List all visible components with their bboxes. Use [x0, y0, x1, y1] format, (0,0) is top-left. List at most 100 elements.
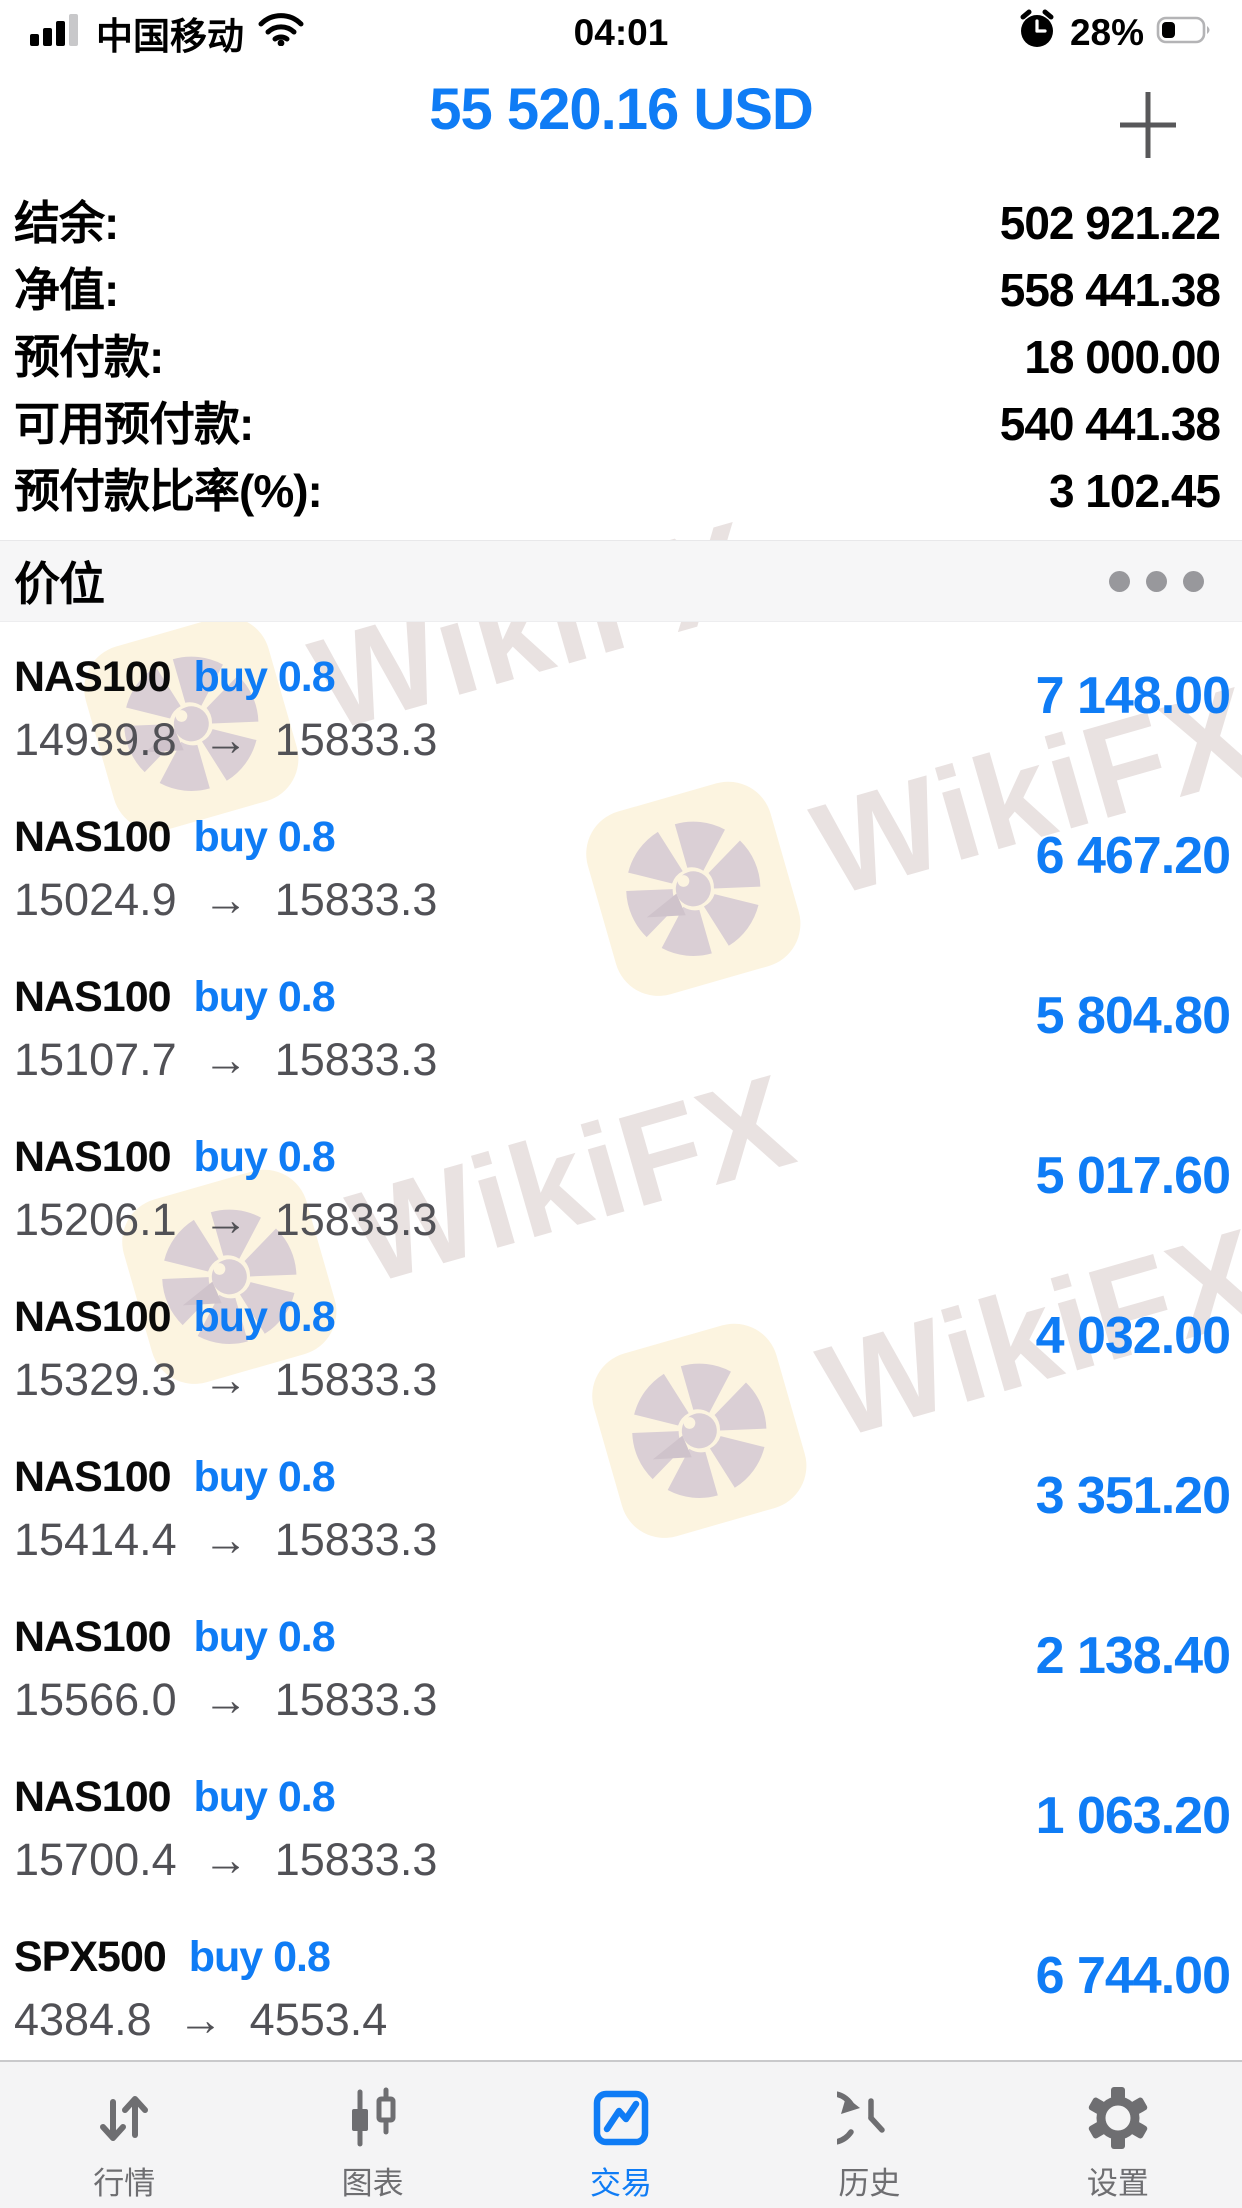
position-current-price: 15833.3	[274, 1674, 438, 1725]
arrow-right-icon: →	[203, 1674, 249, 1725]
position-side-volume: buy 0.8	[188, 1933, 331, 1981]
summary-label: 净值:	[14, 264, 119, 316]
arrow-right-icon: →	[203, 1194, 249, 1245]
position-open-price: 15206.1	[14, 1194, 177, 1245]
position-row[interactable]: NAS100 buy 0.8 14939.8 → 15833.3 7 148.0…	[0, 630, 1242, 790]
arrows-updown-icon	[92, 2086, 156, 2150]
candlestick-chart-icon	[341, 2086, 405, 2150]
position-side-volume: buy 0.8	[193, 813, 335, 861]
tab-quotes[interactable]: 行情	[0, 2062, 248, 2208]
trade-icon	[589, 2086, 653, 2150]
position-prices: 15024.9 → 15833.3	[14, 872, 1228, 928]
position-row[interactable]: NAS100 buy 0.8 15329.3 → 15833.3 4 032.0…	[0, 1270, 1242, 1430]
position-current-price: 15833.3	[274, 1514, 438, 1565]
position-row[interactable]: SPX500 buy 0.8 4384.8 → 4553.4 6 744.00	[0, 1910, 1242, 2070]
wifi-icon	[258, 12, 304, 55]
bottom-tab-bar: 行情 图表 交易	[0, 2060, 1242, 2208]
position-title: NAS100 buy 0.8	[14, 972, 1228, 1022]
summary-label: 预付款:	[14, 331, 164, 383]
position-open-price: 15024.9	[14, 874, 177, 925]
summary-value: 558 441.38	[999, 264, 1221, 316]
position-symbol: NAS100	[14, 1293, 172, 1341]
position-open-price: 15107.7	[14, 1034, 177, 1085]
carrier-label: 中国移动	[96, 16, 244, 57]
menu-dot	[1109, 570, 1130, 592]
position-profit: 3 351.20	[1035, 1467, 1231, 1525]
summary-value: 3 102.45	[1048, 465, 1221, 517]
arrow-right-icon: →	[203, 1354, 249, 1405]
positions-section-title: 价位	[14, 558, 105, 610]
summary-row-free-margin: 可用预付款: 540 441.38	[14, 391, 1221, 458]
alarm-icon	[1016, 8, 1058, 59]
positions-list: NAS100 buy 0.8 14939.8 → 15833.3 7 148.0…	[0, 622, 1242, 2070]
position-row[interactable]: NAS100 buy 0.8 15566.0 → 15833.3 2 138.4…	[0, 1590, 1242, 1750]
position-current-price: 15833.3	[274, 874, 438, 925]
summary-label: 预付款比率(%):	[14, 465, 323, 517]
position-title: NAS100 buy 0.8	[14, 1612, 1228, 1662]
battery-icon	[1156, 12, 1214, 54]
clock-time: 04:01	[573, 12, 669, 53]
tab-settings[interactable]: 设置	[994, 2062, 1242, 2208]
summary-row-margin-level: 预付款比率(%): 3 102.45	[14, 458, 1221, 525]
position-open-price: 4384.8	[14, 1994, 152, 2045]
arrow-right-icon: →	[203, 1834, 249, 1885]
position-row[interactable]: NAS100 buy 0.8 15414.4 → 15833.3 3 351.2…	[0, 1430, 1242, 1590]
tab-label: 设置	[1086, 2166, 1149, 2201]
position-row[interactable]: NAS100 buy 0.8 15024.9 → 15833.3 6 467.2…	[0, 790, 1242, 950]
account-summary: 结余: 502 921.22 净值: 558 441.38 预付款: 18 00…	[0, 186, 1242, 525]
summary-row-margin: 预付款: 18 000.00	[14, 324, 1221, 391]
position-current-price: 4553.4	[249, 1994, 388, 2045]
position-prices: 15107.7 → 15833.3	[14, 1032, 1228, 1088]
position-symbol: SPX500	[14, 1933, 167, 1981]
position-open-price: 15566.0	[14, 1674, 177, 1725]
tab-label: 交易	[590, 2166, 653, 2201]
position-current-price: 15833.3	[274, 1034, 438, 1085]
position-profit: 7 148.00	[1035, 667, 1231, 725]
position-side-volume: buy 0.8	[193, 1293, 335, 1341]
menu-dot	[1146, 570, 1167, 592]
position-side-volume: buy 0.8	[193, 1133, 335, 1181]
tab-trade[interactable]: 交易	[497, 2062, 745, 2208]
position-row[interactable]: NAS100 buy 0.8 15206.1 → 15833.3 5 017.6…	[0, 1110, 1242, 1270]
position-open-price: 14939.8	[14, 714, 177, 765]
position-profit: 2 138.40	[1035, 1627, 1231, 1685]
position-title: SPX500 buy 0.8	[14, 1932, 1228, 1982]
summary-value: 540 441.38	[999, 398, 1221, 450]
position-symbol: NAS100	[14, 813, 172, 861]
position-row[interactable]: NAS100 buy 0.8 15700.4 → 15833.3 1 063.2…	[0, 1750, 1242, 1910]
position-side-volume: buy 0.8	[193, 973, 335, 1021]
history-icon	[837, 2086, 901, 2150]
add-order-button[interactable]	[1116, 90, 1180, 160]
summary-value: 18 000.00	[1024, 331, 1221, 383]
summary-label: 结余:	[14, 197, 119, 249]
position-symbol: NAS100	[14, 1613, 172, 1661]
settings-gear-icon	[1086, 2086, 1150, 2150]
position-profit: 6 744.00	[1035, 1947, 1231, 2005]
position-side-volume: buy 0.8	[193, 1613, 335, 1661]
battery-percent-label: 28%	[1069, 12, 1144, 53]
position-prices: 15566.0 → 15833.3	[14, 1672, 1228, 1728]
position-symbol: NAS100	[14, 973, 172, 1021]
summary-value: 502 921.22	[999, 197, 1221, 249]
position-side-volume: buy 0.8	[193, 1773, 335, 1821]
summary-row-equity: 净值: 558 441.38	[14, 257, 1221, 324]
position-symbol: NAS100	[14, 1453, 172, 1501]
cellular-signal-icon	[30, 12, 82, 55]
position-profit: 6 467.20	[1035, 827, 1231, 885]
arrow-right-icon: →	[203, 874, 249, 925]
position-prices: 15700.4 → 15833.3	[14, 1832, 1228, 1888]
position-symbol: NAS100	[14, 1133, 172, 1181]
summary-row-balance: 结余: 502 921.22	[14, 190, 1221, 257]
position-symbol: NAS100	[14, 653, 172, 701]
position-prices: 15414.4 → 15833.3	[14, 1512, 1228, 1568]
position-title: NAS100 buy 0.8	[14, 1452, 1228, 1502]
tab-charts[interactable]: 图表	[248, 2062, 496, 2208]
tab-history[interactable]: 历史	[745, 2062, 993, 2208]
position-profit: 1 063.20	[1035, 1787, 1231, 1845]
position-open-price: 15700.4	[14, 1834, 177, 1885]
position-profit: 5 017.60	[1035, 1147, 1231, 1205]
account-header: 55 520.16 USD	[0, 56, 1242, 186]
position-profit: 5 804.80	[1035, 987, 1231, 1045]
position-row[interactable]: NAS100 buy 0.8 15107.7 → 15833.3 5 804.8…	[0, 950, 1242, 1110]
positions-menu-button[interactable]	[1109, 570, 1204, 592]
